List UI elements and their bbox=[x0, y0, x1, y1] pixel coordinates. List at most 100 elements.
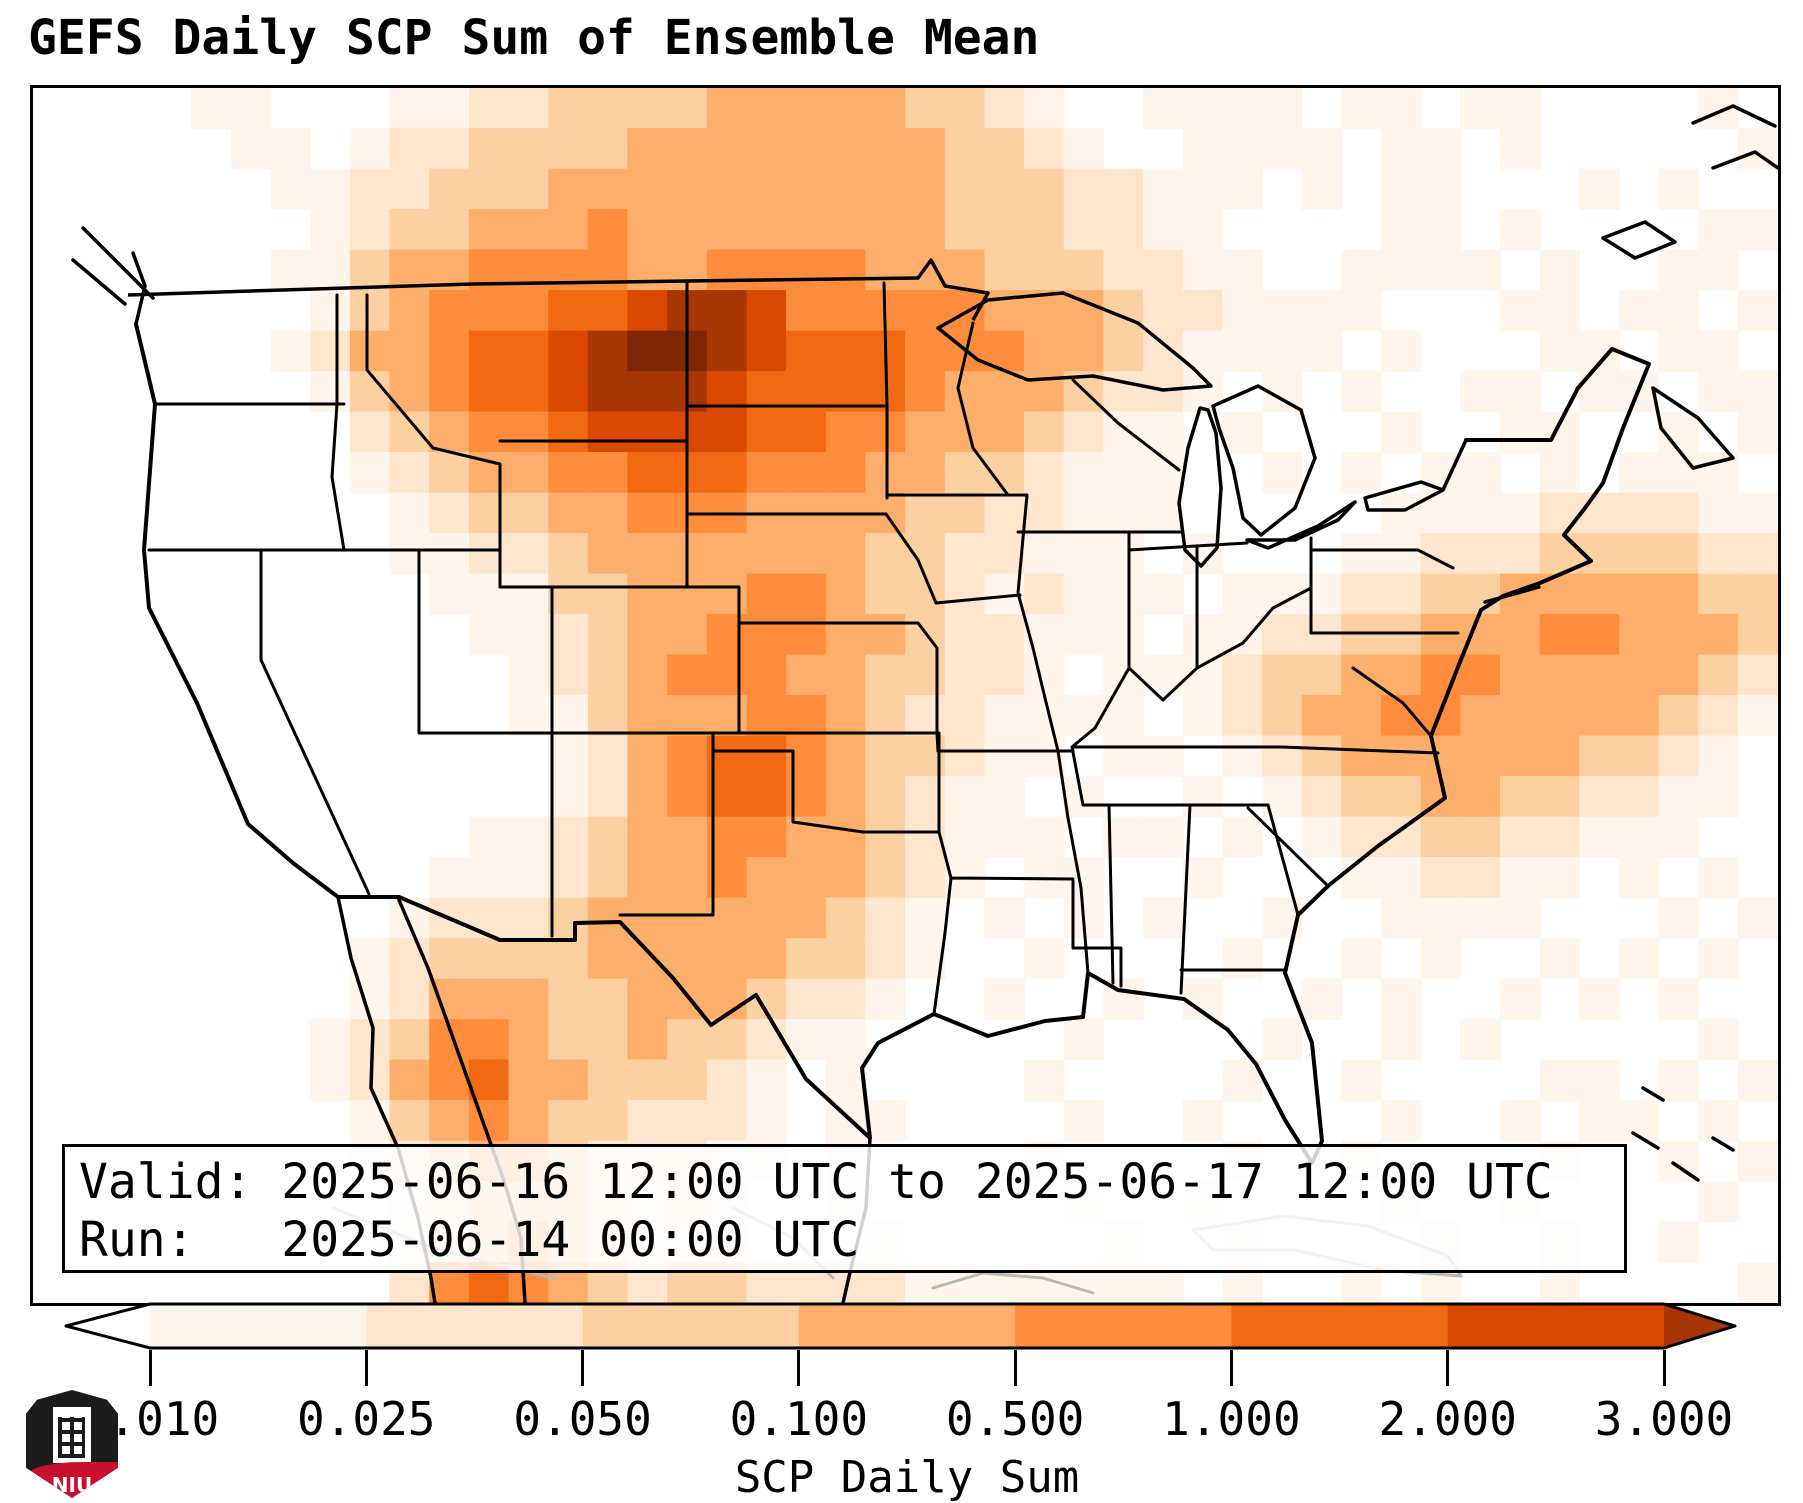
heatmap-cell bbox=[468, 573, 510, 615]
heatmap-cell bbox=[1381, 128, 1422, 170]
heatmap-cell bbox=[627, 695, 668, 737]
heatmap-cell bbox=[825, 654, 867, 696]
heatmap-cell bbox=[1063, 168, 1105, 210]
heatmap-cell bbox=[1698, 1181, 1739, 1223]
heatmap-cell bbox=[1539, 411, 1581, 453]
heatmap-cell bbox=[706, 209, 748, 251]
heatmap-cell bbox=[429, 330, 470, 372]
heatmap-cell bbox=[786, 88, 827, 129]
heatmap-cell bbox=[1460, 816, 1501, 858]
heatmap-cell bbox=[548, 1019, 589, 1061]
heatmap-cell bbox=[548, 978, 589, 1020]
heatmap-cell bbox=[1500, 857, 1541, 899]
heatmap-cell bbox=[1500, 695, 1541, 737]
heatmap-cell bbox=[667, 776, 708, 818]
heatmap-cell bbox=[786, 654, 827, 696]
heatmap-cell bbox=[508, 1100, 549, 1142]
heatmap-cell bbox=[587, 857, 629, 899]
heatmap-cell bbox=[508, 209, 549, 251]
heatmap-cell bbox=[1103, 573, 1144, 615]
heatmap-cell bbox=[627, 249, 668, 291]
heatmap-cell bbox=[865, 1100, 906, 1142]
heatmap-cell bbox=[1024, 128, 1065, 170]
heatmap-cell bbox=[667, 168, 708, 210]
heatmap-cell bbox=[1539, 857, 1581, 899]
heatmap-cell bbox=[1381, 492, 1422, 534]
heatmap-cell bbox=[667, 1100, 708, 1142]
heatmap-cell bbox=[1262, 573, 1303, 615]
heatmap-cell bbox=[1301, 776, 1343, 818]
heatmap-cell bbox=[1182, 168, 1224, 210]
colorbar-over-arrow bbox=[1664, 1304, 1735, 1348]
heatmap-cell bbox=[1698, 371, 1739, 413]
heatmap-cell bbox=[1262, 695, 1303, 737]
heatmap-cell bbox=[587, 816, 629, 858]
heatmap-cell bbox=[1143, 573, 1184, 615]
heatmap-cell bbox=[389, 371, 430, 413]
heatmap-cell bbox=[905, 897, 946, 939]
heatmap-cell bbox=[1460, 88, 1501, 129]
great-lakes-outline bbox=[936, 291, 1468, 568]
heatmap-cell bbox=[1222, 816, 1263, 858]
heatmap-cell bbox=[706, 938, 748, 980]
heatmap-cell bbox=[944, 695, 986, 737]
heatmap-cell bbox=[984, 897, 1025, 939]
heatmap-cell bbox=[984, 128, 1025, 170]
heatmap-cell bbox=[1619, 776, 1660, 818]
heatmap-cell bbox=[667, 1019, 708, 1061]
heatmap-cell bbox=[706, 88, 748, 129]
heatmap-cell bbox=[905, 533, 946, 575]
heatmap-cell bbox=[1420, 128, 1462, 170]
heatmap-cell bbox=[1460, 1019, 1501, 1061]
heatmap-cell bbox=[786, 290, 827, 332]
heatmap-cell bbox=[1737, 654, 1778, 696]
heatmap-cell bbox=[1500, 654, 1541, 696]
heatmap-cell bbox=[1063, 128, 1105, 170]
heatmap-cell bbox=[1737, 1059, 1778, 1101]
heatmap-cell bbox=[1420, 614, 1462, 656]
heatmap-cell bbox=[1420, 452, 1462, 494]
heatmap-cell bbox=[1737, 533, 1778, 575]
heatmap-cell bbox=[389, 1019, 430, 1061]
heatmap-cell bbox=[1500, 371, 1541, 413]
heatmap-cell bbox=[1619, 492, 1660, 534]
heatmap-cell bbox=[1658, 1221, 1700, 1263]
heatmap-cell bbox=[786, 695, 827, 737]
heatmap-cell bbox=[508, 695, 549, 737]
heatmap-cell bbox=[1420, 249, 1462, 291]
heatmap-cell bbox=[587, 533, 629, 575]
colorbar-segment bbox=[150, 1304, 367, 1348]
heatmap-cell bbox=[825, 695, 867, 737]
heatmap-cell bbox=[1539, 249, 1581, 291]
heatmap-cell bbox=[1262, 452, 1303, 494]
heatmap-cell bbox=[1658, 290, 1700, 332]
heatmap-cell bbox=[1182, 857, 1224, 899]
heatmap-cell bbox=[1658, 492, 1700, 534]
niu-logo: NIU bbox=[26, 1390, 118, 1498]
colorbar-tick-label: 0.100 bbox=[729, 1392, 869, 1446]
colorbar-tick-label: 2.000 bbox=[1378, 1392, 1517, 1446]
heatmap-cell bbox=[1619, 654, 1660, 696]
heatmap-cell bbox=[1658, 168, 1700, 210]
heatmap-cell bbox=[905, 371, 946, 413]
heatmap-cell bbox=[1737, 290, 1778, 332]
heatmap-cell bbox=[905, 695, 946, 737]
heatmap-cell bbox=[1658, 816, 1700, 858]
heatmap-cell bbox=[389, 209, 430, 251]
heatmap-cell bbox=[548, 1059, 589, 1101]
niu-red-band: NIU bbox=[26, 1462, 118, 1498]
heatmap-cell bbox=[508, 1019, 549, 1061]
heatmap-cell bbox=[667, 857, 708, 899]
heatmap-cell bbox=[508, 533, 549, 575]
heatmap-cell bbox=[905, 290, 946, 332]
heatmap-cell bbox=[1341, 88, 1382, 129]
heatmap-cell bbox=[429, 290, 470, 332]
heatmap-cell bbox=[1579, 816, 1620, 858]
heatmap-cell bbox=[865, 573, 906, 615]
heatmap-cell bbox=[865, 978, 906, 1020]
heatmap-cell bbox=[1658, 735, 1700, 777]
heatmap-cell bbox=[1619, 735, 1660, 777]
heatmap-cell bbox=[508, 128, 549, 170]
heatmap-cell bbox=[1658, 897, 1700, 939]
heatmap-cell bbox=[508, 857, 549, 899]
